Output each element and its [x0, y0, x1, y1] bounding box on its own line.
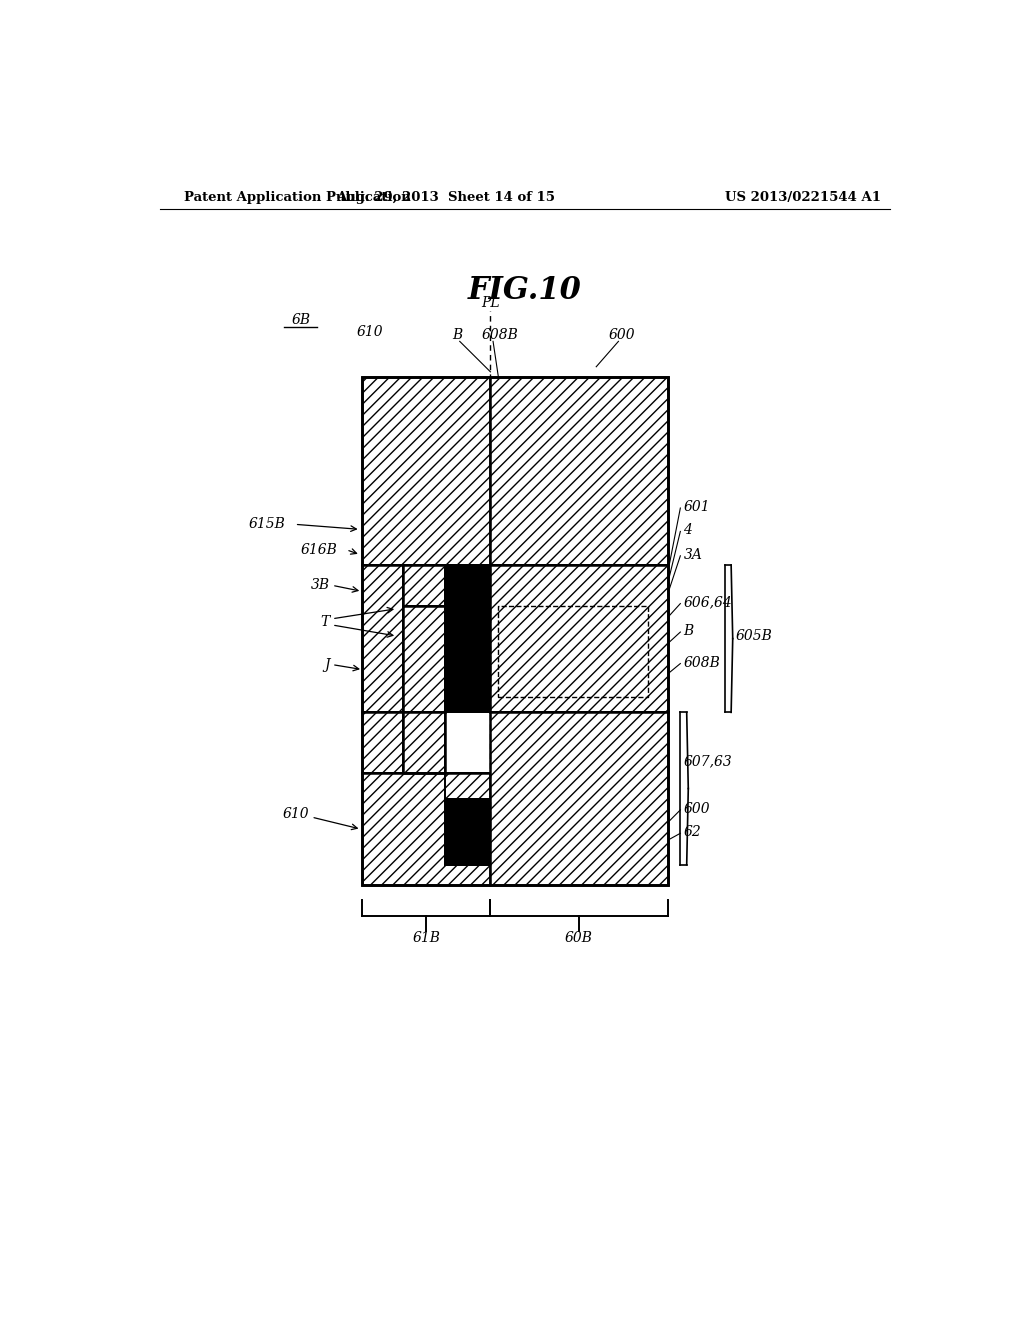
Text: 3A: 3A	[684, 548, 702, 562]
Text: FIG.10: FIG.10	[468, 275, 582, 306]
Text: 3B: 3B	[310, 578, 330, 593]
Text: B: B	[684, 624, 694, 638]
Text: T: T	[321, 615, 330, 628]
Text: J: J	[324, 657, 330, 672]
Text: 615B: 615B	[249, 517, 286, 532]
Text: 62: 62	[684, 825, 701, 840]
Text: 600: 600	[608, 329, 635, 342]
Text: 601: 601	[684, 500, 711, 513]
Bar	[362, 378, 490, 565]
Text: 61B: 61B	[413, 931, 440, 945]
Bar	[362, 713, 403, 774]
Text: B: B	[453, 329, 463, 342]
Text: 610: 610	[356, 325, 383, 339]
Bar	[490, 565, 668, 713]
Text: 606,64: 606,64	[684, 595, 732, 610]
Bar	[445, 565, 490, 713]
Bar	[403, 713, 445, 774]
Text: 610: 610	[283, 807, 309, 821]
Text: 616B: 616B	[301, 543, 338, 557]
Text: 608B: 608B	[481, 329, 518, 342]
Text: Patent Application Publication: Patent Application Publication	[183, 190, 411, 203]
Text: 6B: 6B	[292, 313, 310, 327]
Bar	[445, 799, 490, 865]
Bar	[362, 565, 403, 713]
Text: Aug. 29, 2013  Sheet 14 of 15: Aug. 29, 2013 Sheet 14 of 15	[336, 190, 555, 203]
Text: 605B: 605B	[735, 630, 772, 643]
Bar	[403, 565, 445, 606]
Text: 60B: 60B	[565, 931, 593, 945]
Bar	[490, 378, 668, 565]
Bar	[403, 606, 445, 713]
Text: 600: 600	[684, 801, 711, 816]
Text: US 2013/0221544 A1: US 2013/0221544 A1	[725, 190, 881, 203]
Bar	[499, 606, 648, 697]
Text: 4: 4	[684, 524, 692, 537]
Bar	[490, 713, 668, 886]
Bar	[362, 378, 668, 886]
Text: 608B: 608B	[684, 656, 721, 669]
Text: 607,63: 607,63	[684, 754, 732, 768]
Bar	[362, 774, 490, 886]
Text: PL: PL	[481, 296, 500, 310]
